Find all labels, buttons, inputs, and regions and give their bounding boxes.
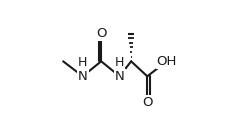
Text: O: O <box>141 96 152 109</box>
Text: N: N <box>114 70 124 83</box>
Text: O: O <box>95 27 106 40</box>
Text: OH: OH <box>156 55 176 68</box>
Text: H: H <box>114 56 124 69</box>
Text: H: H <box>78 56 87 69</box>
Text: N: N <box>78 70 87 83</box>
